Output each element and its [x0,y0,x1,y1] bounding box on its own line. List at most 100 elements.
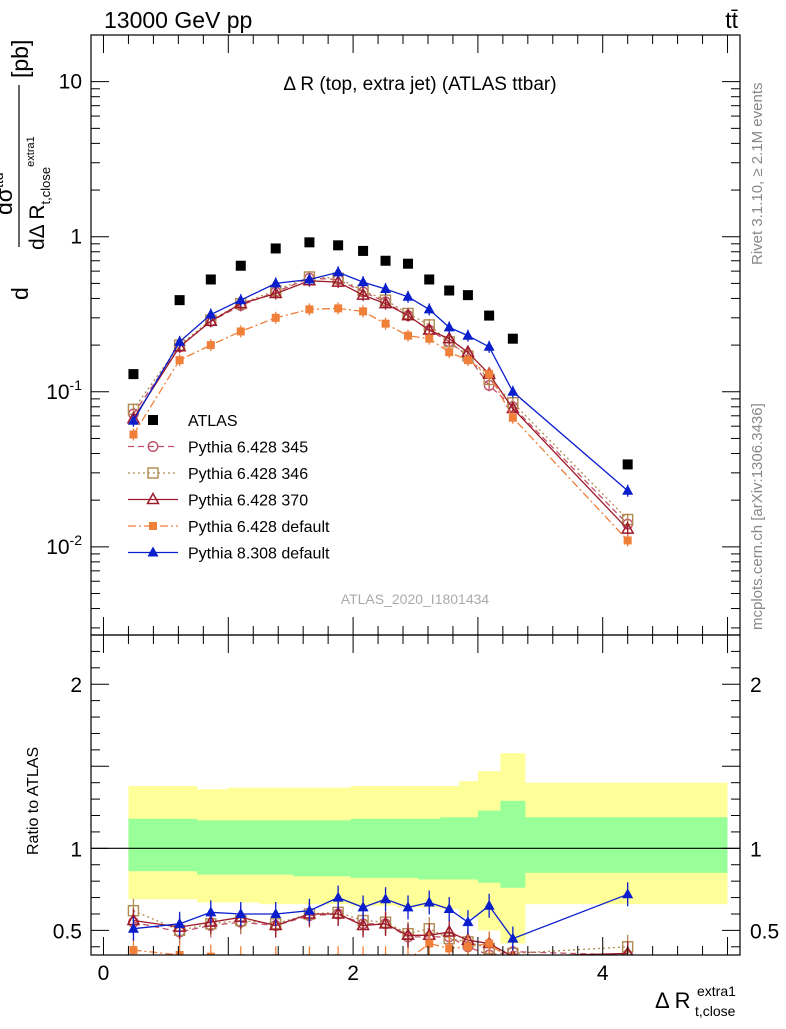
main-point-p8def [332,266,344,277]
ratio-ylabel: Ratio to ATLAS [25,747,42,855]
main-point-p8def [462,329,474,340]
ratio-point-p8def [332,891,344,902]
ratio-point-p8def [174,917,186,928]
legend-entry-p345: Pythia 6.428 345 [128,440,308,457]
main-point-p370 [378,296,393,309]
main-point-ATLAS [358,245,369,256]
legend-marker-p6def [149,522,157,530]
main-series-line-p370 [132,280,629,530]
main-point-ATLAS [235,260,246,271]
legend-marker-p370 [146,491,160,505]
main-point-ATLAS [403,258,414,269]
main-point-ATLAS [380,255,391,266]
main-point-p8def [622,484,634,495]
main-point-p6def [359,307,368,316]
main-point-p6def [129,430,138,439]
legend-label-ATLAS: ATLAS [188,413,238,430]
legend-marker-p346 [147,467,159,479]
main-point-p8def [402,290,414,301]
ratio-ytick-label-right: 0.5 [750,920,779,943]
main-series-line-p6def [132,307,629,541]
xtick-label: 2 [347,962,359,985]
ratio-point-p370 [442,924,456,937]
ratio-ytick-label-left: 2 [70,674,82,697]
legend: ATLAS Pythia 6.428 345 Pythia 6.428 346 Pyt… [128,413,330,563]
main-point-ATLAS [444,285,455,296]
ratio-point-p6def [463,942,472,951]
main-point-ATLAS [270,243,281,254]
ratio-point-p8def [462,916,474,927]
xtick-label: 0 [98,962,110,985]
main-point-p6def [381,319,390,328]
main-point-p370 [268,286,283,299]
main-point-p6def [425,334,434,343]
svg-text:d: d [7,287,33,300]
ratio-point-p6def [445,944,454,953]
svg-text:dσttd: dσttd [0,172,17,215]
main-point-ATLAS [333,240,344,251]
main-point-p370 [331,274,345,287]
main-point-p6def [623,536,632,545]
main-point-p8def [174,335,186,346]
main-point-p8def [423,303,435,314]
ratio-point-p370 [401,927,415,941]
ratio-band-inner [128,800,728,888]
main-point-p8def [483,340,495,351]
main-ytick-label: 1 [70,226,82,249]
ratio-point-p6def [404,956,412,964]
legend-label-p346: Pythia 6.428 346 [188,466,308,483]
main-ylabel: d dσttd dΔ Rt,closeextra1 [pb] [0,40,53,300]
main-point-p8def [357,276,369,287]
ratio-point-p370 [378,916,393,929]
ratio-point-p6def [509,958,517,966]
ratio-point-p370 [356,917,370,931]
mcplots-side-label: mcplots.cern.ch [arXiv:1306.3436] [749,403,766,630]
main-point-p6def [334,304,343,313]
legend-marker-ATLAS [148,415,158,425]
main-point-ATLAS [128,369,139,380]
main-point-ATLAS [507,333,518,344]
main-point-p8def [443,321,455,332]
main-point-p6def [404,331,413,340]
ratio-point-p6def [175,951,184,955]
legend-entry-ATLAS: ATLAS [148,413,238,430]
main-title: Δ R (top, extra jet) (ATLAS ttbar) [283,74,556,95]
main-point-ATLAS [424,274,435,285]
ratio-point-p8def [380,893,392,904]
main-point-p8def [205,308,217,319]
main-point-ATLAS [304,237,315,248]
ratio-series-line-p370 [133,913,628,955]
ratio-ytick-label-right: 1 [750,838,762,861]
svg-text:[pb]: [pb] [7,40,33,78]
ratio-series [126,882,634,966]
ratio-ytick-label-left: 0.5 [53,920,82,943]
main-point-p6def [206,341,215,350]
ratio-point-p8def [622,888,634,899]
ratio-series-line-p345 [133,913,628,955]
main-point-p6def [305,305,314,314]
ratio-frame [90,634,741,956]
svg-text:extra1: extra1 [697,983,736,999]
svg-text:dΔ Rt,closeextra1: dΔ Rt,closeextra1 [25,136,53,250]
main-point-p8def [380,283,392,294]
legend-label-p370: Pythia 6.428 370 [188,493,308,510]
ratio-point-p8def [205,906,217,917]
watermark: ATLAS_2020_I1801434 [341,591,490,607]
ratio-point-p370 [204,914,218,927]
main-point-p8def [303,273,315,284]
main-point-p8def [235,294,247,305]
main-point-p6def [236,327,245,336]
ratio-point-p8def [357,901,369,912]
main-point-p370 [401,308,415,321]
ratio-point-p8def [483,899,495,910]
main-point-ATLAS [484,310,495,321]
x-axis-label: Δ R t,close extra1 [655,983,736,1019]
main-point-p6def [463,356,472,365]
main-ytick-label: 10 [59,71,82,94]
ratio-point-p8def [423,896,435,907]
main-point-p6def [508,413,517,422]
ratio-ytick-label-right: 2 [750,674,762,697]
process-label: tt̄ [725,7,738,33]
main-point-p6def [485,370,494,379]
ratio-point-p8def [235,907,247,918]
